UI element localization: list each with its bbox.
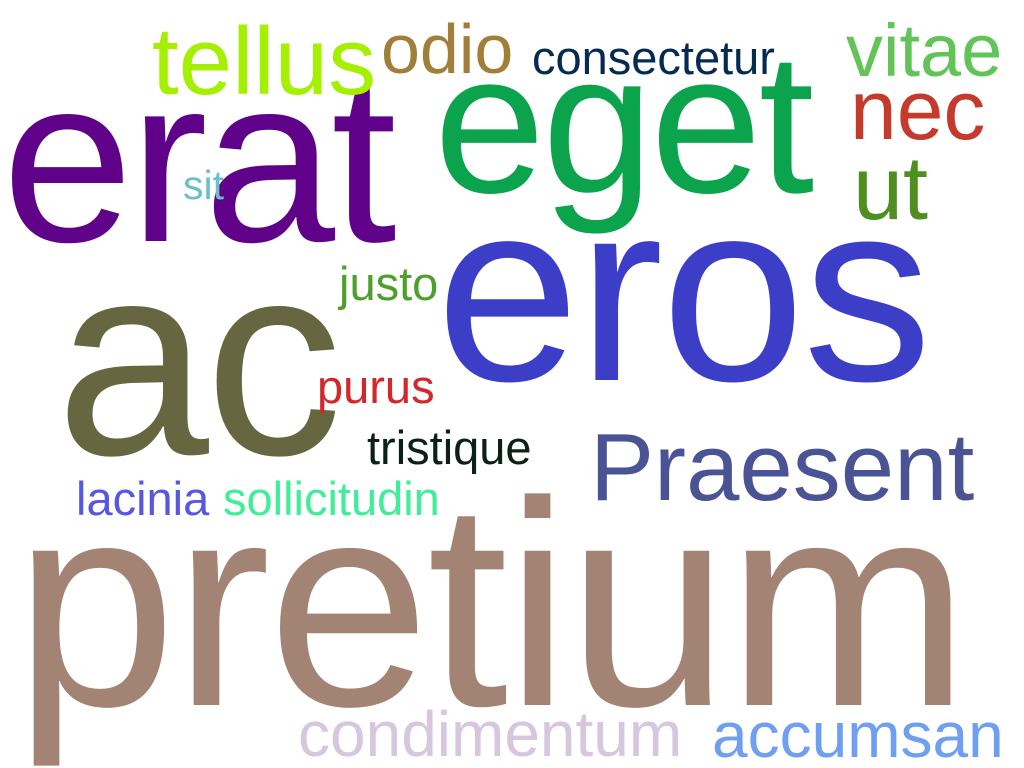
word-pretium: pretium [14, 441, 970, 767]
word-lacinia: lacinia [76, 472, 210, 525]
word-purus: purus [317, 360, 435, 413]
word-vitae: vitae [846, 9, 1003, 92]
word-sit: sit [183, 162, 224, 208]
word-sollicitudin: sollicitudin [223, 472, 440, 525]
word-consectetur: consectetur [532, 31, 775, 84]
word-odio: odio [381, 10, 514, 88]
word-accumsan: accumsan [712, 699, 1004, 768]
word-eros: eros [436, 146, 932, 435]
word-ac: ac [56, 206, 342, 513]
word-praesent: Praesent [590, 414, 975, 521]
word-ut: ut [853, 139, 929, 239]
word-eget: eget [434, 12, 814, 235]
word-condimentum: condimentum [298, 698, 683, 768]
word-justo: justo [339, 257, 439, 310]
word-erat: erat [2, 28, 397, 292]
word-tellus: tellus [152, 8, 377, 115]
word-nec: nec [850, 63, 986, 157]
word-tristique: tristique [367, 421, 532, 474]
